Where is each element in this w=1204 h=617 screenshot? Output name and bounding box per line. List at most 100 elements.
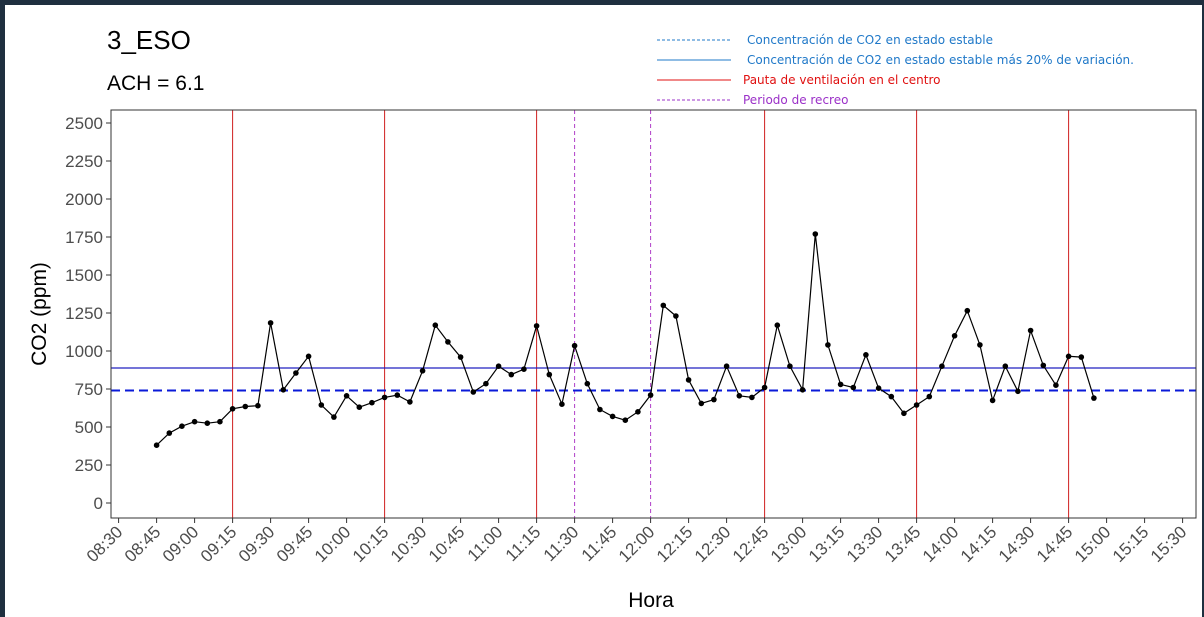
chart-subtitle: ACH = 6.1 — [107, 72, 204, 95]
x-tick-label: 15:30 — [1147, 522, 1191, 566]
data-point — [787, 363, 793, 370]
x-tick-label: 13:15 — [805, 522, 849, 566]
reference-lines — [111, 110, 1196, 518]
data-point — [977, 342, 983, 348]
x-tick-label: 14:15 — [957, 522, 1001, 566]
data-point — [875, 385, 882, 392]
x-tick-label: 08:45 — [121, 522, 165, 566]
x-tick-label: 12:00 — [615, 522, 659, 566]
x-tick-label: 14:45 — [1033, 522, 1077, 566]
data-point — [584, 380, 591, 387]
y-tick-label: 2500 — [65, 114, 103, 133]
data-point — [305, 353, 312, 360]
y-tick-label: 0 — [94, 494, 103, 513]
y-tick-label: 2250 — [65, 152, 103, 171]
data-point — [951, 333, 958, 339]
x-tick-label: 10:15 — [349, 522, 393, 566]
x-tick-label: 11:15 — [502, 522, 545, 565]
data-point — [445, 339, 451, 345]
data-point — [799, 387, 806, 393]
data-point — [432, 322, 439, 329]
y-tick-label: 250 — [75, 456, 103, 475]
y-tick-label: 500 — [75, 418, 103, 437]
co2-line-chart: 3_ESO ACH = 6.1 Concentración de CO2 en … — [28, 25, 1197, 612]
data-point — [698, 400, 705, 407]
x-axis-label: Hora — [628, 589, 674, 612]
data-point — [369, 399, 375, 406]
data-point — [204, 420, 211, 427]
data-point — [863, 352, 869, 358]
y-tick-label: 1250 — [65, 304, 103, 323]
y-axis: 0 250 500 750 1000 1250 1500 1750 2000 2250 2500 — [65, 114, 111, 513]
data-point — [1002, 363, 1009, 370]
x-tick-label: 13:45 — [881, 522, 925, 566]
data-point — [812, 231, 819, 237]
x-tick-label: 14:30 — [995, 522, 1039, 566]
data-point — [913, 402, 920, 408]
data-point — [989, 397, 996, 404]
y-tick-label: 2000 — [65, 190, 103, 209]
x-axis: 08:3008:4509:0009:1509:3009:4510:0010:15… — [83, 518, 1191, 566]
data-point — [267, 320, 274, 326]
data-point — [381, 394, 388, 401]
data-point — [483, 380, 489, 387]
legend-label: Periodo de recreo — [743, 93, 848, 107]
data-point — [597, 406, 603, 413]
data-point — [331, 414, 337, 420]
co2-series — [153, 231, 1097, 449]
data-point — [407, 399, 413, 405]
data-point — [153, 442, 160, 449]
data-point — [761, 384, 768, 391]
data-point — [749, 394, 755, 401]
data-point — [774, 322, 781, 329]
legend-label: Pauta de ventilación en el centro — [743, 73, 941, 87]
x-tick-label: 13:30 — [843, 522, 887, 566]
y-tick-label: 1000 — [65, 342, 103, 361]
x-tick-label: 11:45 — [578, 522, 621, 565]
data-point — [673, 313, 679, 319]
data-point — [559, 401, 565, 408]
data-point — [280, 387, 287, 393]
x-tick-label: 15:15 — [1109, 522, 1153, 566]
data-point — [964, 307, 971, 314]
data-point — [571, 342, 578, 349]
data-point — [470, 389, 477, 395]
series-line — [156, 233, 1095, 446]
data-point — [356, 404, 363, 411]
y-tick-label: 1500 — [65, 266, 103, 285]
data-point — [837, 381, 844, 388]
x-tick-label: 11:00 — [464, 522, 507, 565]
data-point — [1027, 327, 1034, 334]
data-point — [255, 402, 261, 409]
data-point — [888, 393, 895, 400]
x-tick-label: 11:30 — [540, 522, 583, 565]
x-tick-label: 10:30 — [387, 522, 431, 566]
data-point — [711, 396, 717, 403]
data-point — [1065, 353, 1072, 360]
x-tick-label: 13:00 — [767, 522, 811, 566]
data-point — [736, 393, 743, 399]
data-point — [1091, 395, 1097, 401]
data-point — [926, 393, 933, 400]
data-point — [939, 363, 945, 370]
data-point — [318, 402, 325, 408]
data-point — [533, 323, 540, 329]
legend: Concentración de CO2 en estado estable Co… — [657, 33, 1134, 107]
data-point — [229, 406, 236, 412]
data-point — [901, 410, 907, 417]
legend-label: Concentración de CO2 en estado estable m… — [747, 53, 1134, 67]
plot-panel-border — [110, 109, 1197, 519]
x-tick-label: 10:45 — [425, 522, 469, 566]
x-tick-label: 09:30 — [235, 522, 279, 566]
data-point — [495, 363, 502, 370]
data-point — [419, 368, 426, 374]
data-point — [685, 377, 692, 383]
x-tick-label: 08:30 — [83, 522, 127, 566]
data-point — [521, 366, 527, 373]
data-point — [1015, 388, 1021, 395]
data-point — [723, 363, 730, 370]
data-point — [191, 418, 198, 425]
data-point — [394, 392, 401, 398]
y-tick-label: 1750 — [65, 228, 103, 247]
data-point — [546, 371, 553, 378]
